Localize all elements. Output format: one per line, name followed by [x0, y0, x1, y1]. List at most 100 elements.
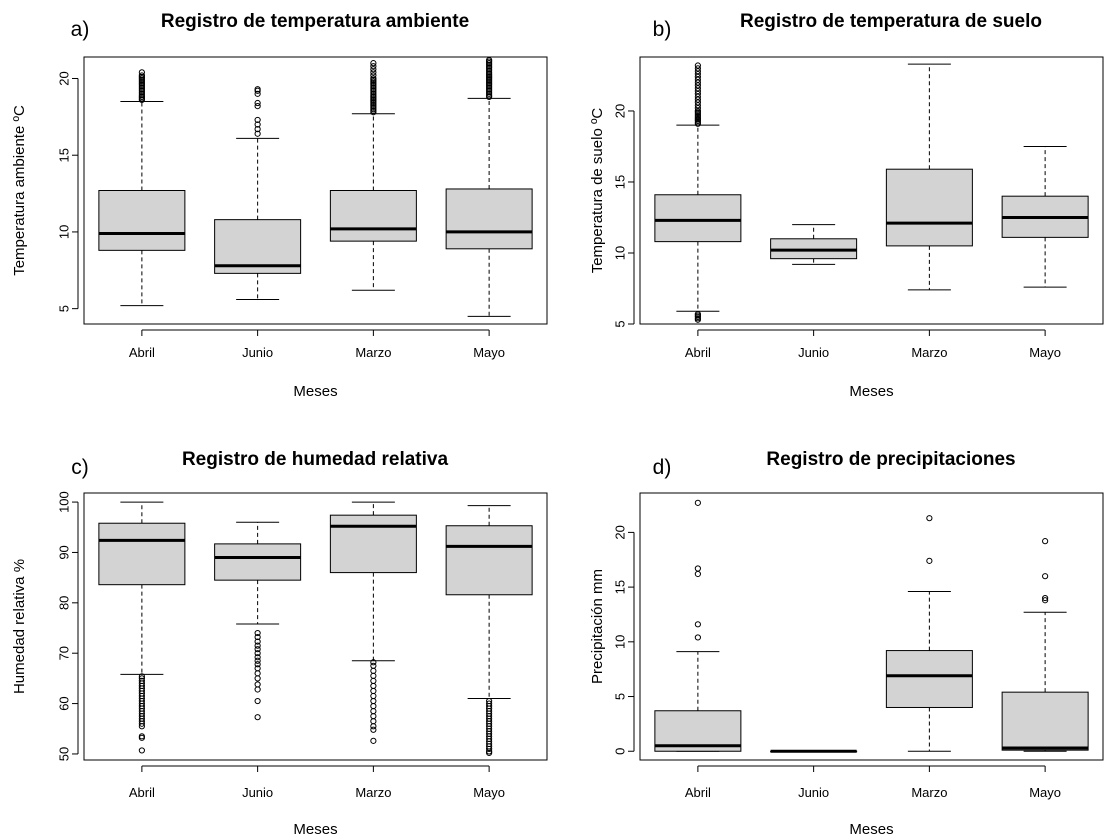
box-mayo	[445, 56, 533, 317]
box-marzo	[885, 63, 973, 291]
box-abril	[654, 62, 742, 323]
y-tick-label: 70	[57, 646, 72, 660]
outlier-point	[370, 662, 377, 669]
outlier-point	[254, 121, 261, 128]
outlier-point	[370, 72, 377, 79]
panel-b: Registro de temperatura de suelo b) Meses T…	[589, 11, 1104, 400]
outlier-point	[254, 681, 261, 688]
outlier-point	[254, 130, 261, 137]
chart-title: Registro de precipitaciones	[766, 449, 1015, 470]
outlier-point	[370, 726, 377, 733]
outlier-point	[254, 633, 261, 641]
x-tick-label: Junio	[242, 345, 273, 360]
outlier-point	[138, 69, 145, 76]
y-tick-label: 15	[613, 580, 628, 594]
outlier-point	[1042, 597, 1049, 604]
outlier-point	[370, 60, 377, 67]
outlier-point	[370, 667, 377, 674]
outlier-point	[370, 75, 377, 82]
outlier-point	[254, 126, 261, 133]
outlier-point	[254, 103, 261, 110]
y-tick-label: 5	[613, 320, 628, 327]
outlier-point	[254, 638, 261, 645]
outlier-point	[254, 714, 261, 721]
y-tick-label: 100	[57, 491, 72, 513]
x-tick-label: Junio	[798, 785, 829, 800]
y-tick-label: 50	[57, 747, 72, 761]
outlier-point	[694, 634, 701, 641]
iqr-box	[329, 514, 417, 574]
outlier-point	[370, 737, 377, 744]
iqr-box	[329, 190, 417, 242]
outlier-point	[370, 723, 377, 730]
chart-title: Registro de temperatura de suelo	[740, 11, 1042, 32]
y-tick-label: 10	[57, 225, 72, 239]
panel-label: b)	[653, 18, 672, 41]
outlier-point	[254, 629, 261, 637]
outlier-point	[486, 697, 493, 705]
iqr-box	[885, 168, 973, 247]
x-tick-label: Mayo	[473, 785, 505, 800]
y-axis-label: Humedad relativa %	[11, 559, 28, 694]
outlier-point	[926, 515, 933, 522]
y-tick-label: 80	[57, 596, 72, 610]
x-tick-label: Abril	[129, 785, 155, 800]
x-axis-label: Meses	[849, 821, 893, 836]
x-tick-label: Abril	[685, 785, 711, 800]
outlier-point	[926, 557, 933, 564]
x-tick-label: Marzo	[355, 345, 391, 360]
box-junio	[214, 521, 302, 721]
y-tick-label: 20	[57, 71, 72, 85]
outlier-point	[138, 72, 145, 79]
outlier-point	[694, 310, 701, 318]
iqr-box	[445, 188, 533, 250]
outlier-point	[138, 733, 145, 740]
y-tick-label: 20	[613, 525, 628, 539]
outlier-point	[138, 675, 145, 682]
outlier-point	[486, 700, 493, 707]
x-tick-label: Junio	[798, 345, 829, 360]
outlier-point	[254, 697, 261, 705]
plot-frame	[639, 56, 1104, 325]
x-tick-label: Marzo	[911, 785, 947, 800]
outlier-point	[254, 665, 261, 672]
y-axis-label: Temperatura ambiente ºC	[11, 105, 28, 276]
outlier-point	[254, 657, 261, 664]
panel-label: a)	[71, 18, 90, 41]
x-tick-label: Abril	[685, 345, 711, 360]
x-tick-label: Mayo	[473, 345, 505, 360]
y-tick-label: 90	[57, 545, 72, 559]
iqr-box	[885, 650, 973, 708]
x-axis-label: Meses	[293, 821, 337, 836]
x-tick-label: Marzo	[911, 345, 947, 360]
box-marzo	[329, 501, 417, 744]
iqr-box	[98, 190, 186, 251]
outlier-point	[1042, 594, 1049, 602]
outlier-point	[254, 661, 261, 668]
outlier-point	[694, 65, 701, 72]
iqr-box	[214, 543, 302, 581]
panel-label: c)	[71, 456, 89, 479]
outlier-point	[254, 90, 261, 97]
box-mayo	[445, 505, 533, 757]
outlier-point	[254, 670, 261, 677]
box-abril	[654, 499, 742, 752]
y-tick-label: 20	[613, 104, 628, 118]
outlier-point	[694, 62, 701, 69]
outlier-point	[370, 66, 377, 73]
box-mayo	[1001, 145, 1089, 288]
x-axis-label: Meses	[293, 383, 337, 400]
box-junio	[770, 749, 858, 753]
box-abril	[98, 501, 186, 754]
outlier-point	[254, 116, 261, 124]
panel-label: d)	[653, 456, 672, 479]
outlier-point	[254, 86, 261, 93]
outlier-point	[370, 677, 377, 685]
outlier-point	[370, 692, 377, 700]
outlier-point	[254, 99, 261, 107]
panel-d: Registro de precipitaciones d) Meses Precip…	[589, 449, 1104, 836]
iqr-box	[1001, 691, 1089, 751]
y-tick-label: 5	[613, 693, 628, 700]
outlier-point	[370, 702, 377, 710]
